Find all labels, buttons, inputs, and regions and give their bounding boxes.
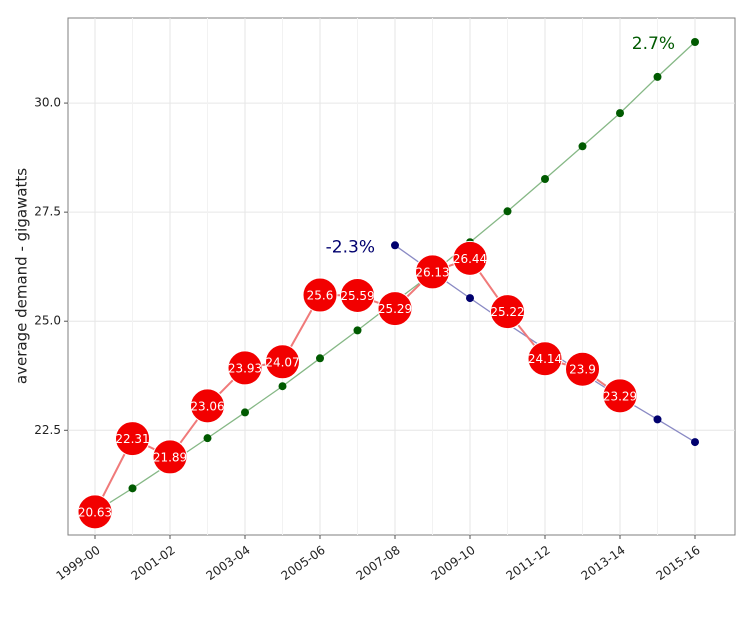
x-tick-label: 2007-08 bbox=[354, 543, 403, 583]
data-point bbox=[691, 438, 699, 447]
data-label: 25.59 bbox=[340, 289, 374, 303]
data-point bbox=[653, 415, 662, 424]
series-annotation: 2.7% bbox=[632, 34, 675, 54]
data-point bbox=[578, 142, 587, 151]
data-point bbox=[616, 109, 624, 118]
data-point bbox=[128, 484, 137, 493]
data-point bbox=[503, 207, 512, 216]
data-point bbox=[653, 72, 662, 81]
data-point bbox=[77, 494, 113, 530]
x-tick-label: 2009-10 bbox=[429, 543, 478, 583]
data-point bbox=[602, 378, 638, 414]
data-point bbox=[353, 326, 362, 335]
data-label: 23.9 bbox=[569, 363, 596, 377]
data-point bbox=[452, 240, 488, 276]
data-label: 20.63 bbox=[78, 505, 112, 519]
data-point bbox=[415, 254, 450, 290]
x-tick-label: 2013-14 bbox=[579, 543, 628, 583]
data-label: 23.29 bbox=[603, 389, 637, 403]
data-label: 25.29 bbox=[378, 302, 412, 316]
data-point bbox=[565, 351, 600, 387]
data-point bbox=[340, 277, 375, 313]
data-label: 21.89 bbox=[153, 450, 187, 464]
y-tick-label: 25.0 bbox=[34, 314, 61, 328]
data-point bbox=[265, 344, 300, 380]
data-label: 26.44 bbox=[453, 252, 487, 266]
data-label: 24.14 bbox=[528, 352, 562, 366]
y-tick-label: 27.5 bbox=[34, 205, 61, 219]
data-point bbox=[278, 382, 287, 391]
data-point bbox=[227, 350, 263, 386]
x-tick-label: 2011-12 bbox=[504, 543, 553, 583]
data-point bbox=[203, 434, 212, 443]
x-tick-label: 2001-02 bbox=[129, 543, 178, 583]
y-tick-label: 30.0 bbox=[34, 96, 61, 110]
data-point bbox=[377, 291, 413, 327]
data-label: 25.6 bbox=[307, 289, 334, 303]
x-tick-label: 2003-04 bbox=[204, 543, 253, 583]
data-point bbox=[541, 174, 549, 183]
data-point bbox=[115, 421, 150, 457]
data-label: 26.13 bbox=[415, 265, 449, 279]
y-axis-label: average demand - gigawatts bbox=[13, 168, 31, 384]
data-point bbox=[316, 354, 324, 363]
series-annotation: -2.3% bbox=[326, 237, 375, 257]
data-point bbox=[466, 294, 474, 303]
data-point bbox=[152, 439, 188, 475]
x-tick-label: 1999-00 bbox=[54, 543, 103, 583]
data-point bbox=[241, 408, 249, 417]
data-point bbox=[527, 341, 563, 377]
data-label: 25.22 bbox=[490, 305, 524, 319]
data-point bbox=[391, 241, 399, 250]
x-tick-label: 2015-16 bbox=[654, 543, 703, 583]
data-label: 23.93 bbox=[228, 361, 262, 375]
data-point bbox=[490, 294, 525, 330]
data-label: 24.07 bbox=[265, 355, 299, 369]
data-point bbox=[302, 277, 338, 313]
data-point bbox=[691, 37, 699, 46]
y-tick-label: 22.5 bbox=[34, 423, 61, 437]
x-tick-label: 2005-06 bbox=[279, 543, 328, 583]
data-label: 23.06 bbox=[190, 399, 224, 413]
data-point bbox=[190, 388, 225, 424]
data-label: 22.31 bbox=[115, 432, 149, 446]
